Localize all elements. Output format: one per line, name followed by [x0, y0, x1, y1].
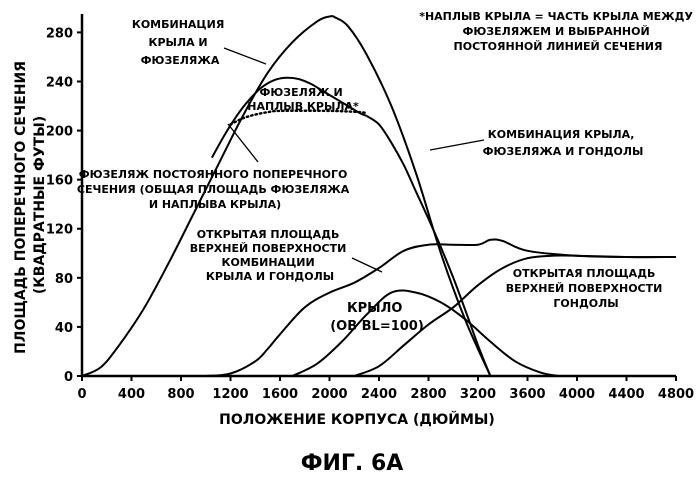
- y-tick-label: 160: [46, 174, 73, 189]
- y-axis-title: ПЛОЩАДЬ ПОПЕРЕЧНОГО СЕЧЕНИЯ (КВАДРАТНЫЕ …: [13, 56, 48, 354]
- y-tick-label: 200: [46, 125, 73, 140]
- label-nacelle-exposed: ОТКРЫТАЯ ПЛОЩАДЬ ВЕРХНЕЙ ПОВЕРХНОСТИ ГОН…: [506, 267, 666, 310]
- y-tick-label: 80: [55, 272, 73, 287]
- label-constant-section-fuselage: ФЮЗЕЛЯЖ ПОСТОЯННОГО ПОПЕРЕЧНОГО СЕЧЕНИЯ …: [77, 168, 353, 211]
- label-wing-fuselage-combo: КОМБИНАЦИЯ КРЫЛА И ФЮЗЕЛЯЖА: [132, 18, 228, 67]
- x-tick-label: 1200: [212, 387, 248, 402]
- x-tick-label: 1600: [262, 387, 298, 402]
- x-tick-label: 4000: [559, 387, 595, 402]
- x-tick-label: 2000: [311, 387, 347, 402]
- label-fuselage-and-strake: ФЮЗЕЛЯЖ И НАПЛЫВ КРЫЛА*: [247, 86, 359, 113]
- leader-wing-nacelle-exposed: [352, 258, 382, 272]
- y-tick-label: 280: [46, 26, 73, 41]
- series-line-wing-fuselage-combo: [82, 16, 490, 376]
- x-ticks-group: 0 400 800 1200 1600 2000 2400 2800 3200 3600 4000 4…: [77, 376, 694, 402]
- x-tick-label: 4800: [658, 387, 694, 402]
- leader-wing-fuselage-combo: [224, 48, 266, 64]
- x-tick-label: 3600: [509, 387, 545, 402]
- y-tick-label: 240: [46, 75, 73, 90]
- x-tick-label: 3200: [460, 387, 496, 402]
- leader-constant-section-fuselage: [228, 124, 258, 162]
- leader-wing-fuselage-nacelle: [430, 140, 484, 150]
- x-axis-title: ПОЛОЖЕНИЕ КОРПУСА (ДЮЙМЫ): [219, 411, 495, 428]
- label-wing-nacelle-exposed: ОТКРЫТАЯ ПЛОЩАДЬ ВЕРХНЕЙ ПОВЕРХНОСТИ КОМ…: [190, 228, 350, 283]
- x-tick-label: 800: [167, 387, 194, 402]
- x-tick-label: 0: [77, 387, 86, 402]
- label-wing-bl100: КРЫЛО (ОВ BL=100): [330, 301, 424, 334]
- x-tick-label: 400: [118, 387, 145, 402]
- label-wing-fuselage-nacelle: КОМБИНАЦИЯ КРЫЛА, ФЮЗЕЛЯЖА И ГОНДОЛЫ: [483, 128, 644, 158]
- y-tick-label: 120: [46, 223, 73, 238]
- y-tick-label: 40: [55, 321, 73, 336]
- figure-label: ФИГ. 6А: [301, 451, 404, 476]
- x-tick-label: 2800: [410, 387, 446, 402]
- x-tick-label: 2400: [361, 387, 397, 402]
- x-tick-label: 4400: [608, 387, 644, 402]
- y-ticks-group: 0 40 80 120 160 200 240 280: [46, 26, 82, 385]
- y-tick-label: 0: [64, 370, 73, 385]
- footnote: *НАПЛЫВ КРЫЛА = ЧАСТЬ КРЫЛА МЕЖДУ ФЮЗЕЛЯ…: [419, 10, 697, 53]
